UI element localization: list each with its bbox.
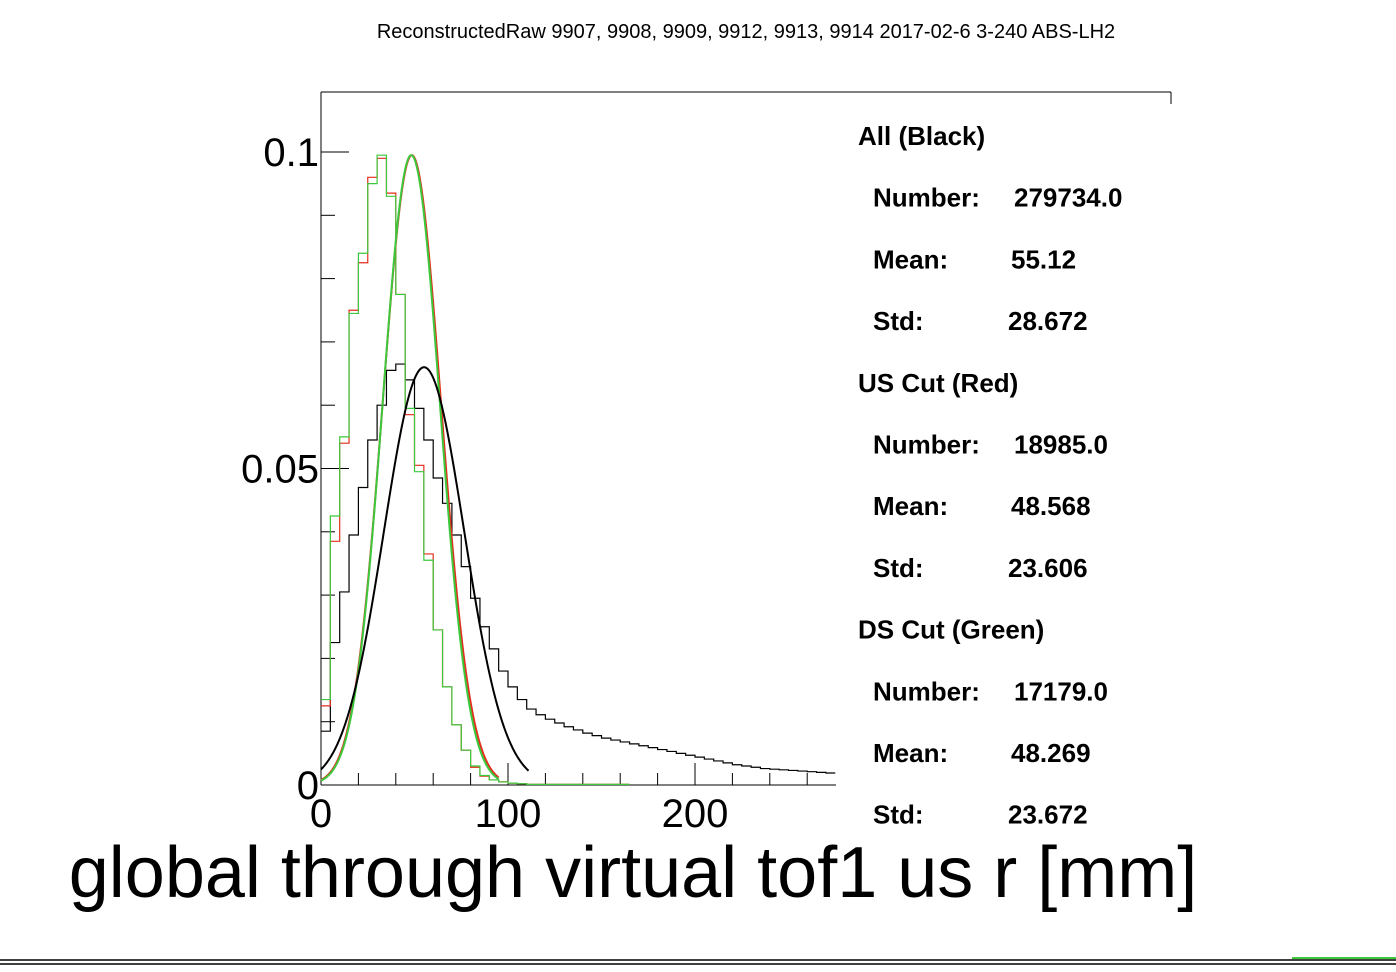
fit-curve-all-fit — [320, 366, 530, 772]
stats-number-value: 279734.0 — [1014, 183, 1122, 213]
stats-mean-value: 48.568 — [1011, 491, 1091, 521]
stats-std-value: 23.672 — [1008, 800, 1088, 830]
stats-number-label: Number: — [873, 430, 980, 460]
stats-std-value: 23.606 — [1008, 553, 1088, 583]
stats-number-label: Number: — [873, 183, 980, 213]
stats-mean-value: 55.12 — [1011, 244, 1076, 274]
stats-heading: All (Black) — [858, 121, 985, 151]
axis-tick-labels: 0 0.05 0.1 0 100 200 — [241, 131, 728, 836]
stats-std-label: Std: — [873, 306, 924, 336]
fit-curve-ds-cut-green — [320, 154, 500, 782]
stats-box: All (Black) Number: 279734.0 Mean: 55.12 Std:… — [858, 121, 1122, 830]
stats-mean-label: Mean: — [873, 244, 948, 274]
x-tick-label: 100 — [475, 792, 542, 836]
stats-heading: US Cut (Red) — [858, 368, 1018, 398]
stats-std-value: 28.672 — [1008, 306, 1088, 336]
stats-heading: DS Cut (Green) — [858, 615, 1044, 645]
histogram-all-black — [321, 363, 836, 774]
stats-number-value: 17179.0 — [1014, 676, 1108, 706]
stats-mean-label: Mean: — [873, 491, 948, 521]
series-layer — [321, 154, 836, 785]
x-tick-label: 0 — [310, 792, 332, 836]
stats-number-label: Number: — [873, 676, 980, 706]
y-tick-label: 0 — [297, 764, 319, 808]
stats-mean-value: 48.269 — [1011, 738, 1091, 768]
stats-number-value: 18985.0 — [1014, 430, 1108, 460]
chart-title: ReconstructedRaw 9907, 9908, 9909, 9912,… — [377, 21, 1115, 43]
bottom-edge-lines — [0, 957, 1396, 965]
plot-frame — [320, 91, 1172, 786]
fit-layer — [320, 154, 530, 782]
y-tick-label: 0.05 — [241, 448, 319, 492]
histogram-ds-cut-green — [321, 154, 630, 785]
stats-std-label: Std: — [873, 800, 924, 830]
x-tick-label: 200 — [662, 792, 729, 836]
axis-ticks — [320, 151, 808, 786]
stats-mean-label: Mean: — [873, 738, 948, 768]
fit-curve-us-cut-red — [320, 154, 500, 781]
y-tick-label: 0.1 — [263, 131, 319, 175]
x-axis-label: global through virtual tof1 us r [mm] — [69, 833, 1198, 913]
stats-std-label: Std: — [873, 553, 924, 583]
